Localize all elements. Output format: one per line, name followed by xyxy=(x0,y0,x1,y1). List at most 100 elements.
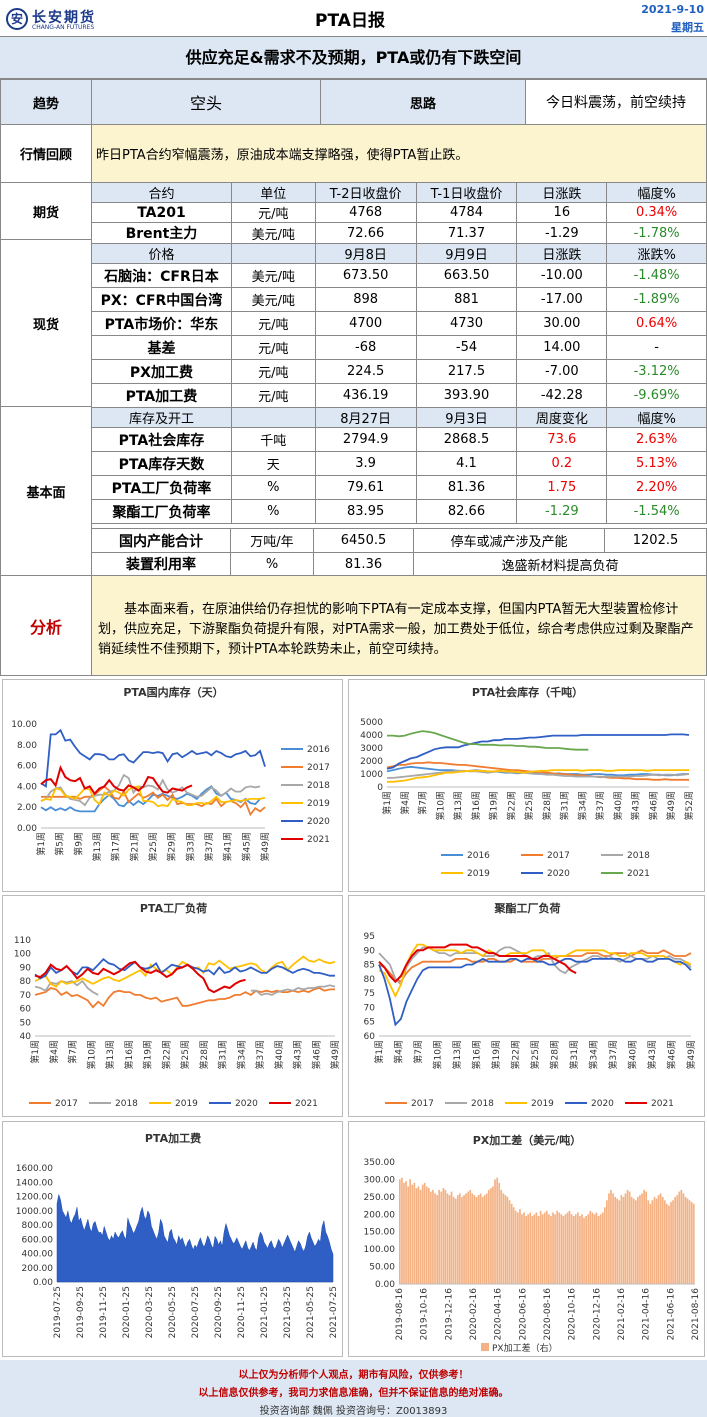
bar xyxy=(471,1193,474,1284)
bar xyxy=(428,1188,430,1284)
bar xyxy=(643,1189,645,1284)
x-tick-label: 第28周 xyxy=(541,791,553,820)
bar xyxy=(645,1191,647,1284)
y-tick-label: 0.00 xyxy=(17,824,37,834)
x-tick-label: 2020-09-25 xyxy=(214,1286,224,1338)
spot-header-0: 价格 xyxy=(91,243,232,264)
y-tick-label: 60 xyxy=(20,1005,32,1015)
y-tick-label: 1000.00 xyxy=(16,1207,53,1217)
x-tick-label: 第19周 xyxy=(490,1040,502,1069)
x-tick-label: 2019-07-25 xyxy=(53,1286,63,1338)
bar xyxy=(533,1214,536,1284)
spot-cell: -1.89% xyxy=(606,287,707,312)
x-tick-label: 第37周 xyxy=(254,1040,266,1069)
bar xyxy=(407,1186,409,1284)
y-tick-label: 80 xyxy=(364,975,376,985)
y-tick-label: 40 xyxy=(20,1032,32,1042)
x-tick-label: 第43周 xyxy=(646,1040,658,1069)
futures-header-3: T-1日收盘价 xyxy=(415,182,518,203)
bar xyxy=(686,1198,689,1284)
x-tick-label: 第10周 xyxy=(434,791,446,820)
chart-title: 聚酯工厂负荷 xyxy=(494,901,561,915)
spot-cell: -42.28 xyxy=(516,383,608,408)
x-tick-label: 第41周 xyxy=(222,832,234,861)
bar xyxy=(436,1195,438,1284)
bar xyxy=(647,1200,650,1284)
legend-label-2017: 2017 xyxy=(307,763,330,773)
bar xyxy=(566,1212,569,1284)
fundamentals-cell: % xyxy=(230,475,316,500)
maint-value: 1202.5 xyxy=(604,528,707,553)
series-line-2021 xyxy=(40,764,193,796)
bar xyxy=(651,1200,654,1284)
spot-cell: 30.00 xyxy=(516,311,608,336)
x-tick-label: 2021-06-16 xyxy=(666,1288,676,1341)
bar xyxy=(649,1203,652,1284)
bar xyxy=(562,1216,565,1284)
bar xyxy=(467,1191,469,1284)
futures-cell: TA201 xyxy=(91,202,232,223)
bar xyxy=(461,1196,463,1284)
bar xyxy=(552,1212,554,1284)
futures-cell: 美元/吨 xyxy=(230,222,316,244)
x-tick-label: 第33周 xyxy=(184,832,196,861)
x-tick-label: 第31周 xyxy=(559,791,571,820)
legend-label-2016: 2016 xyxy=(467,851,490,861)
futures-header-2: T-2日收盘价 xyxy=(314,182,417,203)
bar xyxy=(496,1177,498,1284)
spot-cell: 4730 xyxy=(415,311,518,336)
y-tick-label: 85 xyxy=(364,961,375,971)
bar xyxy=(635,1200,637,1284)
bar xyxy=(419,1189,422,1284)
spot-cell: 美元/吨 xyxy=(230,263,316,288)
spot-header-1 xyxy=(230,243,316,264)
bar xyxy=(423,1182,426,1284)
report-date: 2021-9-10 xyxy=(641,3,704,16)
y-tick-label: 90 xyxy=(20,963,32,973)
x-tick-label: 2019-10-16 xyxy=(420,1288,430,1341)
legend-label: PX加工差（右） xyxy=(492,1342,558,1354)
bar xyxy=(630,1196,633,1284)
analysis-text: 基本面来看，在原油供给仍存担忧的影响下PTA有一定成本支撑，但国内PTA暂无大型… xyxy=(91,575,707,676)
y-tick-label: 0.00 xyxy=(33,1278,53,1288)
spot-header-4: 日涨跌 xyxy=(516,243,608,264)
spot-cell: 14.00 xyxy=(516,335,608,360)
bar xyxy=(473,1195,476,1284)
bar xyxy=(517,1212,519,1284)
fundamentals-cell: 3.9 xyxy=(314,451,417,476)
data-table: 合约 单位 T-2日收盘价 T-1日收盘价 日涨跌 幅度% TA201 元/吨 4768 4784… xyxy=(91,182,707,524)
fundamentals-cell: 83.95 xyxy=(314,499,417,524)
x-tick-label: 2019-11-25 xyxy=(99,1286,109,1338)
y-tick-label: 100 xyxy=(14,950,31,960)
bar xyxy=(577,1212,579,1284)
chart-title: PTA社会库存（千吨） xyxy=(472,685,583,699)
bar xyxy=(587,1214,590,1284)
fundamentals-cell: 2794.9 xyxy=(314,427,417,452)
spot-cell: 898 xyxy=(314,287,417,312)
series-line-2021 xyxy=(378,943,577,984)
footer: 以上仅为分析师个人观点，期市有风险，仅供参考！ 以上信息仅供参考，我司力求信息准… xyxy=(0,1360,707,1417)
report-header: 安 长安期货 CHANG-AN FUTURES PTA日报 2021-9-10 … xyxy=(0,0,707,37)
bar xyxy=(548,1214,550,1284)
x-tick-label: 第13周 xyxy=(452,791,464,820)
bar xyxy=(529,1212,532,1284)
table-row: PTA加工费 元/吨 436.19 393.90 -42.28 -9.69% xyxy=(91,383,707,408)
x-tick-label: 第19周 xyxy=(142,1040,154,1069)
bar xyxy=(659,1193,662,1284)
bar xyxy=(680,1189,683,1284)
x-tick-label: 2020-06-16 xyxy=(518,1288,528,1341)
bar xyxy=(508,1200,511,1284)
spot-cell: 4700 xyxy=(314,311,417,336)
x-tick-label: 第9周 xyxy=(72,832,84,856)
y-tick-label: 1200.00 xyxy=(16,1193,53,1203)
y-tick-label: 600.00 xyxy=(22,1235,54,1245)
bar xyxy=(440,1191,443,1284)
spot-cell: PTA市场价：华东 xyxy=(91,311,232,336)
x-tick-label: 第22周 xyxy=(505,791,517,820)
y-tick-label: 250.00 xyxy=(364,1193,396,1203)
futures-header-5: 幅度% xyxy=(606,182,707,203)
legend-label-2021: 2021 xyxy=(307,835,330,845)
x-tick-label: 2020-11-25 xyxy=(237,1286,247,1338)
spot-cell: -7.00 xyxy=(516,359,608,384)
futures-cell: 16 xyxy=(516,202,608,223)
